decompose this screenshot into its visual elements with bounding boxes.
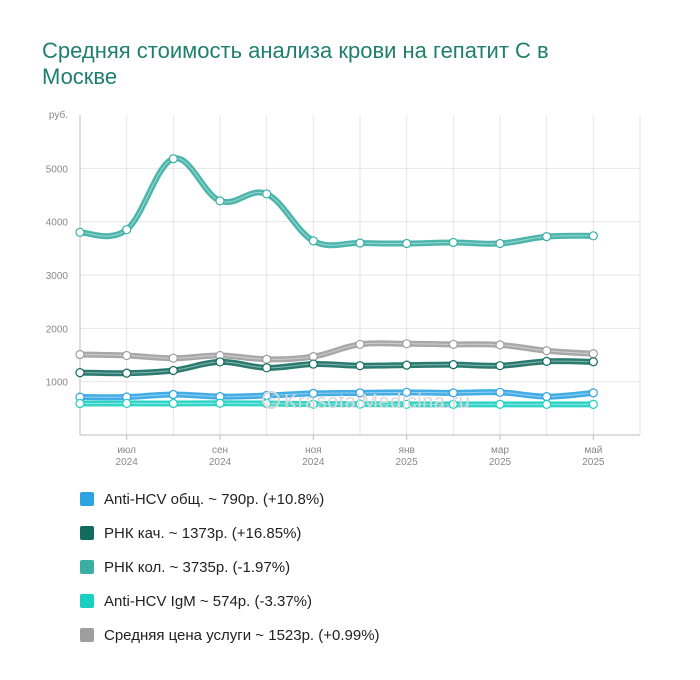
data-point	[122, 350, 132, 361]
y-tick-label: 1000	[46, 378, 69, 389]
legend-swatch	[80, 628, 94, 642]
x-tick-label: июл	[117, 445, 136, 456]
series-line	[77, 340, 597, 363]
data-point	[542, 399, 552, 409]
x-tick-label: янв	[399, 445, 415, 456]
data-point	[402, 399, 412, 409]
data-point	[495, 399, 505, 409]
data-point	[588, 388, 598, 398]
data-point	[542, 232, 552, 242]
data-point	[122, 398, 132, 409]
y-tick-label: 3000	[46, 271, 69, 282]
line-chart: 10002000300040005000руб.июл2024сен2024но…	[46, 109, 641, 468]
data-point	[215, 357, 225, 367]
data-point	[308, 352, 318, 362]
x-tick-label: 2025	[582, 457, 605, 468]
data-point	[168, 365, 178, 376]
legend-label: РНК кач. ~ 1373р. (+16.85%)	[104, 524, 302, 542]
data-point	[308, 388, 318, 398]
data-point	[448, 339, 458, 349]
legend-swatch	[80, 526, 94, 540]
legend: Anti-HCV общ. ~ 790р. (+10.8%) РНК кач. …	[80, 482, 380, 652]
data-point	[262, 390, 272, 401]
legend-label: РНК кол. ~ 3735р. (-1.97%)	[104, 558, 291, 576]
data-point	[355, 361, 365, 371]
data-point	[542, 356, 552, 366]
legend-swatch	[80, 560, 94, 574]
data-point	[308, 236, 318, 246]
data-point	[262, 354, 272, 364]
legend-item[interactable]: Anti-HCV общ. ~ 790р. (+10.8%)	[80, 482, 380, 516]
data-point	[308, 359, 318, 369]
data-point	[448, 388, 458, 398]
data-point	[262, 363, 272, 373]
legend-label: Anti-HCV общ. ~ 790р. (+10.8%)	[104, 490, 325, 508]
data-point	[542, 346, 552, 356]
data-point	[402, 339, 412, 349]
data-point	[122, 368, 132, 378]
data-point	[402, 387, 412, 397]
legend-item[interactable]: РНК кач. ~ 1373р. (+16.85%)	[80, 516, 380, 550]
data-point	[588, 399, 598, 409]
data-point	[495, 340, 505, 350]
y-tick-label: 5000	[46, 164, 69, 175]
data-point	[215, 196, 225, 206]
data-point	[495, 238, 505, 249]
data-point	[402, 238, 412, 249]
data-point	[168, 398, 178, 409]
data-point	[75, 349, 85, 360]
legend-swatch	[80, 492, 94, 506]
legend-label: Средняя цена услуги ~ 1523р. (+0.99%)	[104, 626, 380, 644]
data-point	[588, 357, 598, 367]
legend-item[interactable]: Anti-HCV IgM ~ 574р. (-3.37%)	[80, 584, 380, 618]
data-point	[448, 360, 458, 370]
x-tick-label: 2024	[209, 457, 232, 468]
data-point	[122, 225, 132, 235]
y-axis-unit: руб.	[49, 109, 68, 121]
data-point	[75, 398, 85, 409]
data-point	[355, 399, 365, 409]
data-point	[588, 231, 598, 241]
x-tick-label: ноя	[305, 445, 322, 456]
x-tick-label: 2024	[116, 457, 139, 468]
x-tick-label: 2025	[489, 457, 512, 468]
x-tick-label: 2025	[396, 457, 419, 468]
data-point	[495, 361, 505, 371]
data-point	[355, 388, 365, 398]
data-point	[168, 353, 178, 363]
data-point	[402, 360, 412, 370]
data-point	[262, 189, 272, 199]
legend-label: Anti-HCV IgM ~ 574р. (-3.37%)	[104, 592, 313, 610]
data-point	[542, 392, 552, 402]
y-tick-label: 2000	[46, 324, 69, 335]
legend-item[interactable]: РНК кол. ~ 3735р. (-1.97%)	[80, 550, 380, 584]
data-point	[448, 399, 458, 409]
series-line-highlight	[79, 158, 594, 246]
series-line	[77, 155, 597, 249]
data-point	[168, 389, 178, 400]
chart-title: Средняя стоимость анализа крови на гепат…	[42, 38, 549, 89]
data-point	[588, 349, 598, 359]
x-tick-label: сен	[212, 445, 228, 456]
x-tick-label: май	[584, 445, 602, 456]
x-tick-label: мар	[491, 445, 509, 456]
data-point	[168, 154, 178, 164]
data-point	[495, 387, 505, 397]
data-point	[448, 237, 458, 248]
data-point	[75, 227, 85, 237]
data-point	[262, 398, 272, 409]
data-point	[308, 399, 318, 409]
x-tick-label: 2024	[302, 457, 325, 468]
legend-item[interactable]: Средняя цена услуги ~ 1523р. (+0.99%)	[80, 618, 380, 652]
y-tick-label: 4000	[46, 218, 69, 229]
data-point	[355, 339, 365, 349]
data-point	[355, 238, 365, 248]
data-point	[215, 398, 225, 408]
data-point	[75, 368, 85, 378]
legend-swatch	[80, 594, 94, 608]
